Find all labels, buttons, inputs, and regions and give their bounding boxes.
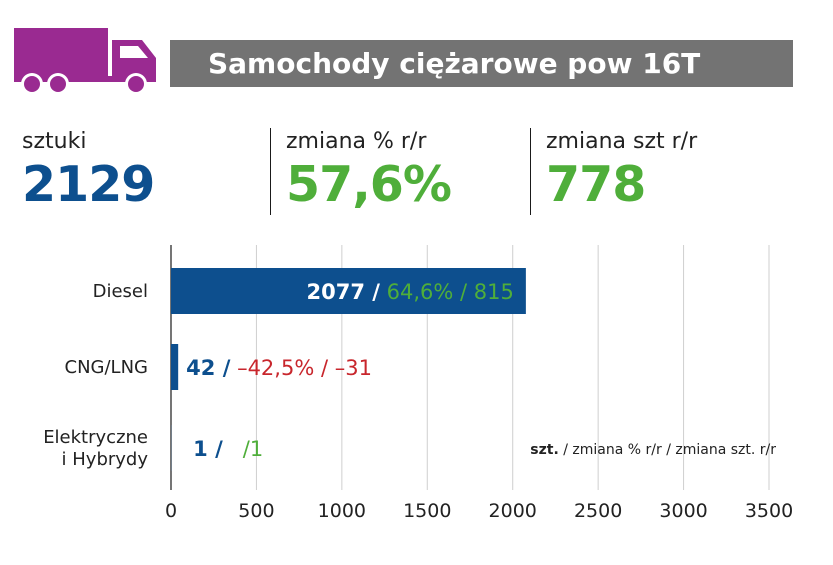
data-label-change: –42,5% / –31 [230, 356, 372, 380]
x-tick-label: 1000 [318, 500, 366, 522]
x-tick-label: 2500 [574, 500, 622, 522]
data-label-change: /1 [223, 437, 263, 461]
data-label-value: 2077 / [307, 280, 381, 304]
bar [171, 344, 179, 390]
kpi-unit-change-label: zmiana szt r/r [546, 129, 698, 154]
x-tick-label: 1500 [403, 500, 451, 522]
kpi-pct-change: zmiana % r/r 57,6% [286, 128, 452, 214]
category-label: Elektryczne [43, 427, 148, 448]
data-label-value: 42 / [186, 356, 231, 380]
kpi-unit-change-value: 778 [546, 156, 646, 213]
data-label: 42 / –42,5% / –31 [186, 356, 372, 380]
category-label: i Hybrydy [62, 449, 149, 470]
kpi-divider [270, 128, 271, 215]
data-label-change: 64,6% / 815 [380, 280, 514, 304]
kpi-units-label: sztuki [22, 129, 87, 154]
kpi-unit-change: zmiana szt r/r 778 [546, 128, 697, 214]
x-tick-label: 500 [238, 500, 274, 522]
x-tick-label: 3500 [745, 500, 793, 522]
page-title: Samochody ciężarowe pow 16T [170, 40, 793, 87]
x-tick-label: 0 [165, 500, 177, 522]
data-label: 2077 / 64,6% / 815 [307, 280, 514, 304]
category-label: Diesel [93, 281, 148, 302]
data-label: 1 / /1 [193, 437, 263, 461]
kpi-pct-change-label: zmiana % r/r [286, 129, 427, 154]
legend-bold: szt. [530, 442, 559, 458]
x-tick-label: 2000 [489, 500, 537, 522]
kpi-divider [530, 128, 531, 215]
truck-icon [14, 28, 156, 95]
kpi-units: sztuki 2129 [22, 128, 155, 214]
kpi-pct-change-value: 57,6% [286, 156, 452, 213]
bar [171, 268, 526, 314]
x-tick-label: 3000 [659, 500, 707, 522]
legend-rest: / zmiana % r/r / zmiana szt. r/r [559, 442, 776, 458]
data-label-value: 1 / [193, 437, 223, 461]
category-label: CNG/LNG [65, 357, 149, 378]
legend: szt. / zmiana % r/r / zmiana szt. r/r [530, 442, 776, 458]
kpi-units-value: 2129 [22, 156, 155, 213]
